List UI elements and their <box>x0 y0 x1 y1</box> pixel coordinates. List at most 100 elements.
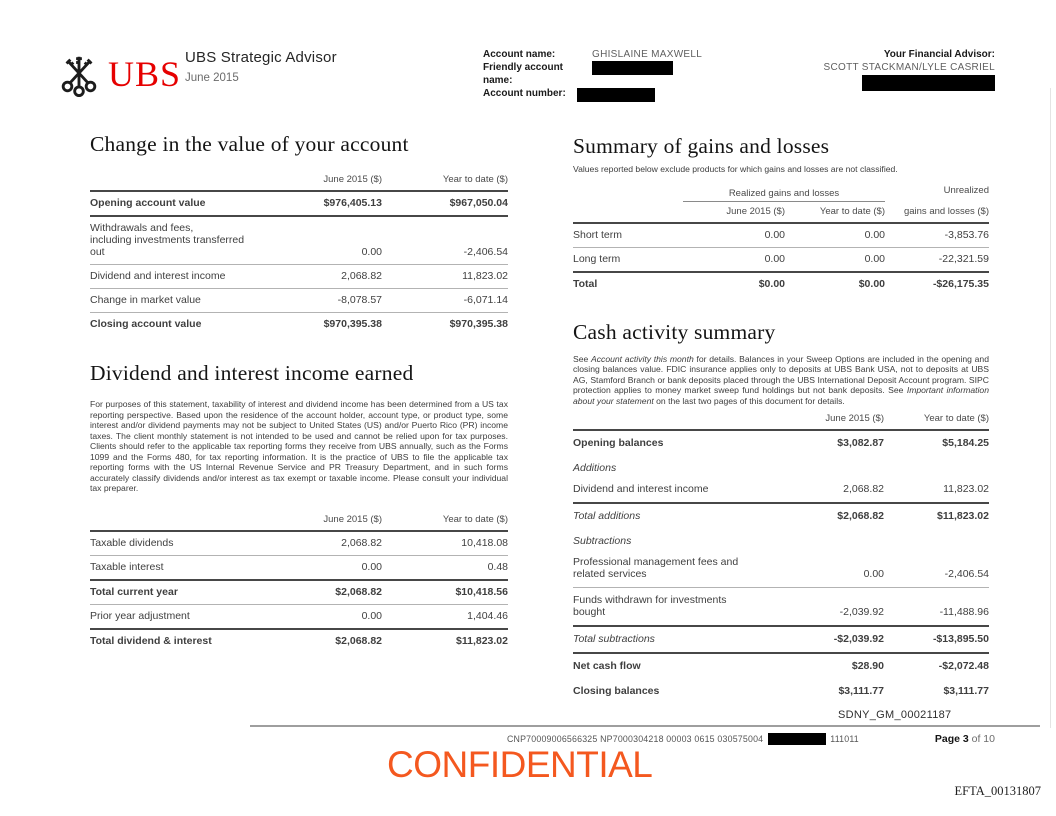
gains-losses-table: Realized gains and losses Unrealized Jun… <box>573 181 989 296</box>
row-label: Total current year <box>90 579 280 605</box>
confidential-stamp: CONFIDENTIAL <box>387 744 653 785</box>
row-label: Taxable interest <box>90 555 280 581</box>
row-label: Total <box>573 277 598 290</box>
table-header-row: June 2015 ($) Year to date ($) gains and… <box>573 201 989 224</box>
row-value: $970,395.38 <box>323 318 382 330</box>
table-row: Taxable interest 0.00 0.48 <box>90 555 508 581</box>
italic-text-run: Account activity this month <box>591 353 694 364</box>
row-label: Total dividend & interest <box>90 634 212 647</box>
statement-period: June 2015 <box>185 72 239 84</box>
row-value: -2,406.54 <box>382 216 508 265</box>
ubs-wordmark: UBS <box>108 54 182 94</box>
row-value: $3,082.87 <box>837 437 884 449</box>
table-row: Closing account value $970,395.38 $970,395… <box>90 313 508 337</box>
row-value: $28.90 <box>851 660 884 672</box>
table-row: Subtractions <box>573 529 989 550</box>
row-value: -8,078.57 <box>280 288 382 313</box>
row-value: 10,418.08 <box>382 530 508 556</box>
text-run: See <box>573 353 592 364</box>
table-row: Withdrawals and fees, including investme… <box>90 216 508 265</box>
row-label: Closing account value <box>90 318 202 330</box>
table-row: Dividend and interest income 2,068.82 11,8… <box>90 264 508 289</box>
section-title-dividend-earned: Dividend and interest income earned <box>90 361 414 385</box>
table-row: Total subtractions -$2,039.92 -$13,895.50 <box>573 626 989 654</box>
unrealized-header-line1: Unrealized <box>943 185 989 196</box>
row-value: 11,823.02 <box>884 477 989 504</box>
row-value: $3,111.77 <box>838 685 884 697</box>
table-row: Change in market value -8,078.57 -6,071.14 <box>90 288 508 313</box>
row-value: -6,071.14 <box>382 288 508 313</box>
table-row: Closing balances $3,111.77 $3,111.77 <box>573 679 989 704</box>
row-value: $967,050.04 <box>382 191 508 217</box>
row-label: Change in market value <box>90 288 280 313</box>
row-value: $2,068.82 <box>837 510 884 522</box>
row-value: 2,068.82 <box>280 530 382 556</box>
table-header-row: June 2015 ($) Year to date ($) <box>90 170 508 192</box>
row-value: 0.00 <box>785 247 885 273</box>
text-run: for details. Balances in your Sweep Opti… <box>573 353 989 396</box>
row-value: -$2,039.92 <box>781 626 884 654</box>
row-value: 2,068.82 <box>280 264 382 289</box>
ubs-logo: UBS <box>56 50 181 98</box>
header-spacer <box>90 170 280 192</box>
row-label: Opening balances <box>573 437 664 449</box>
product-name: UBS Strategic Advisor <box>185 49 337 66</box>
row-label: Funds withdrawn for investments bought <box>573 587 781 627</box>
row-label: Total additions <box>573 510 641 522</box>
page-indicator: Page 3 of 10 <box>935 733 995 745</box>
row-value: 0.00 <box>785 222 885 248</box>
header-spacer <box>90 509 280 532</box>
footer-code-left: CNP70009006566325 NP7000304218 00003 061… <box>507 734 764 744</box>
column-header-ytd: Year to date ($) <box>382 170 508 192</box>
table-row: Total dividend & interest $2,068.82 $11,82… <box>90 629 508 653</box>
table-row: Taxable dividends 2,068.82 10,418.08 <box>90 530 508 556</box>
page-total: of 10 <box>968 733 995 745</box>
account-name-value: GHISLAINE MAXWELL <box>592 49 703 60</box>
header-spacer <box>573 201 683 224</box>
row-value: 2,068.82 <box>781 477 884 504</box>
footer-code-right: 111011 <box>830 734 859 744</box>
row-value: 0.00 <box>280 555 382 581</box>
row-value: -$2,072.48 <box>938 660 989 672</box>
row-value: $2,068.82 <box>280 579 382 605</box>
redaction-box <box>768 733 827 745</box>
efta-bates-number: EFTA_00131807 <box>954 784 1042 798</box>
advisor-label: Your Financial Advisor: <box>883 49 995 60</box>
row-value <box>781 456 884 477</box>
footer-processing-code: CNP70009006566325 NP7000304218 00003 061… <box>507 733 859 745</box>
account-number-row: Account number: <box>483 87 702 102</box>
row-value: -$13,895.50 <box>884 626 989 654</box>
row-value <box>781 529 884 550</box>
table-row: Net cash flow $28.90 -$2,072.48 <box>573 653 989 679</box>
account-name-row: Account name: GHISLAINE MAXWELL <box>483 48 702 61</box>
redaction-box <box>577 88 655 102</box>
row-value: 0.00 <box>280 216 382 265</box>
group-header-row: Realized gains and losses Unrealized <box>573 181 989 202</box>
column-header-ytd: Year to date ($) <box>785 201 885 224</box>
column-header-ytd: Year to date ($) <box>884 409 989 431</box>
row-value: $10,418.56 <box>382 579 508 605</box>
realized-group-header: Realized gains and losses <box>683 181 885 202</box>
column-header-june: June 2015 ($) <box>683 201 785 224</box>
row-label: Dividend and interest income <box>90 264 280 289</box>
row-label: Dividend and interest income <box>573 477 781 504</box>
row-value: $5,184.25 <box>942 437 989 449</box>
table-header-row: June 2015 ($) Year to date ($) <box>90 509 508 532</box>
account-info: Account name: GHISLAINE MAXWELL Friendly… <box>483 48 702 102</box>
dividend-disclosure-paragraph: For purposes of this statement, taxabili… <box>90 399 508 493</box>
row-value: $0.00 <box>758 277 785 290</box>
cash-activity-table: June 2015 ($) Year to date ($) Opening b… <box>573 409 989 704</box>
table-row: Opening account value $976,405.13 $967,050… <box>90 191 508 217</box>
row-value: $11,823.02 <box>456 634 508 647</box>
friendly-name-label: Friendly account name: <box>483 62 564 86</box>
row-value: -$26,175.35 <box>932 277 989 290</box>
row-label: Long term <box>573 247 683 273</box>
table-row: Additions <box>573 456 989 477</box>
scan-edge-artifact <box>1050 88 1051 728</box>
table-row: Short term 0.00 0.00 -3,853.76 <box>573 222 989 248</box>
row-value <box>884 529 989 550</box>
table-row: Dividend and interest income 2,068.82 11,8… <box>573 477 989 504</box>
row-label: Total subtractions <box>573 626 781 654</box>
row-value: $976,405.13 <box>280 191 382 217</box>
row-value: $11,823.02 <box>937 510 989 522</box>
